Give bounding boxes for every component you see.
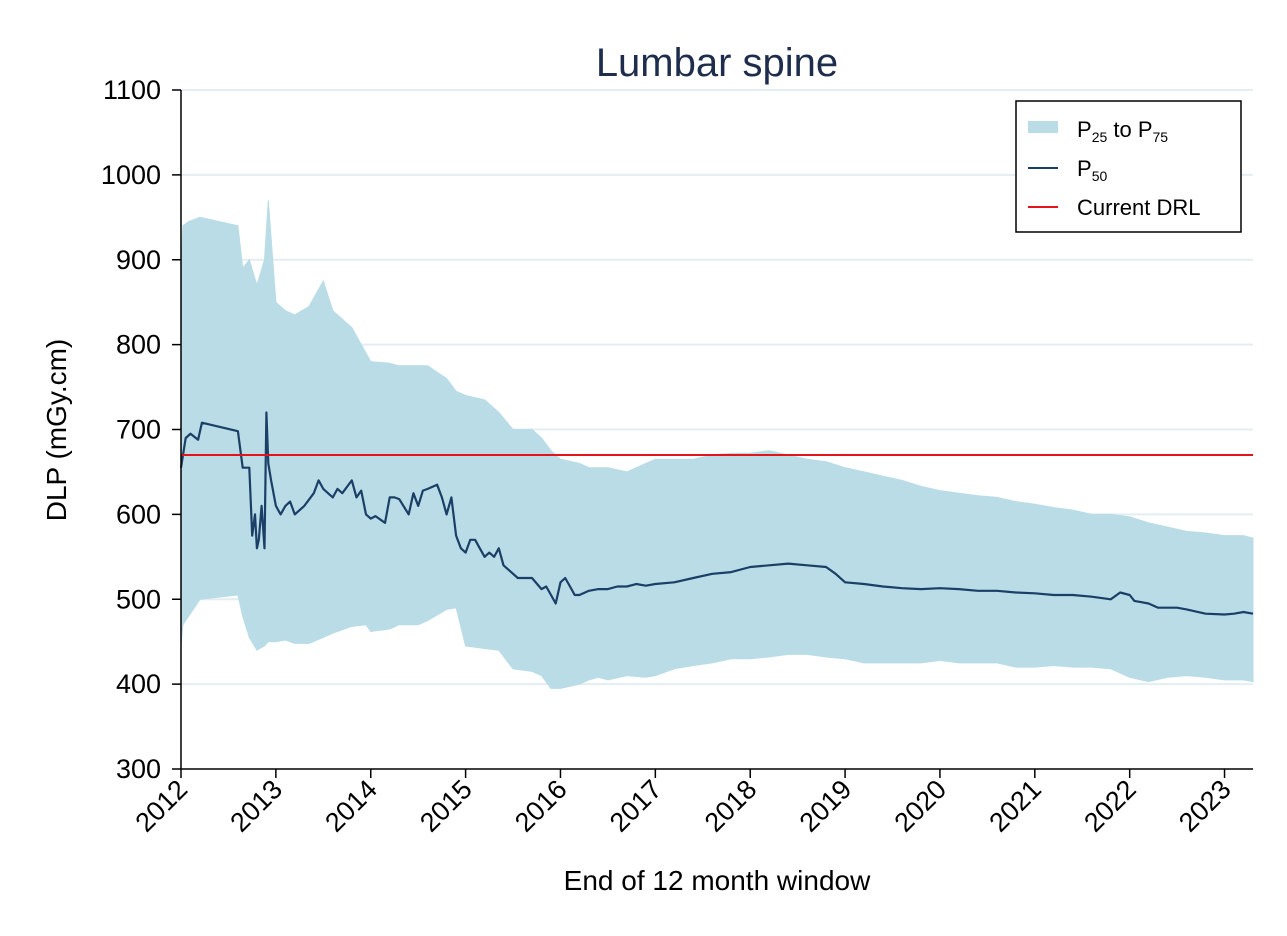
y-tick-label-700: 700 <box>116 415 161 445</box>
legend-entry-p50: P50 <box>1077 156 1107 184</box>
y-tick-label-600: 600 <box>116 499 161 529</box>
x-tick-label-2022: 2022 <box>1078 774 1142 838</box>
p25-p75-band-layer <box>180 200 1254 689</box>
x-axis-label: End of 12 month window <box>564 865 871 896</box>
x-tick-label-2015: 2015 <box>414 774 478 838</box>
x-tick-label-2014: 2014 <box>319 774 383 838</box>
y-tick-label-900: 900 <box>116 245 161 275</box>
chart-title: Lumbar spine <box>596 41 838 85</box>
x-tick-label-2018: 2018 <box>699 774 763 838</box>
p50-line-layer <box>179 411 1254 616</box>
x-tick-label-2021: 2021 <box>983 774 1047 838</box>
y-tick-label-1000: 1000 <box>101 160 161 190</box>
x-tick-label-2016: 2016 <box>509 774 573 838</box>
y-tick-label-500: 500 <box>116 584 161 614</box>
legend-entry-p25-p75: P25 to P75 <box>1077 117 1168 145</box>
p50-line <box>179 411 1254 616</box>
y-tick-label-1100: 1100 <box>103 75 161 105</box>
legend-entry-current-drl: Current DRL <box>1077 195 1200 220</box>
y-tick-label-300: 300 <box>116 754 161 784</box>
legend-band-swatch <box>1028 121 1058 133</box>
x-tick-label-2013: 2013 <box>224 774 288 838</box>
y-axis-label: DLP (mGy.cm) <box>41 339 72 522</box>
x-tick-label-2017: 2017 <box>604 774 668 838</box>
x-tick-label-2020: 2020 <box>888 774 952 838</box>
y-ticks: 300 400 500 600 700 800 900 1000 1100 <box>101 75 181 784</box>
legend: P25 to P75 P50 Current DRL <box>1015 100 1242 233</box>
x-ticks: 2012 2013 2014 2015 2016 2017 2018 2019 2020 2021… <box>130 769 1237 838</box>
x-tick-label-2019: 2019 <box>794 774 858 838</box>
x-tick-label-2023: 2023 <box>1173 774 1237 838</box>
y-tick-label-800: 800 <box>116 330 161 360</box>
y-tick-label-400: 400 <box>116 669 161 699</box>
p25-p75-band <box>180 200 1254 689</box>
